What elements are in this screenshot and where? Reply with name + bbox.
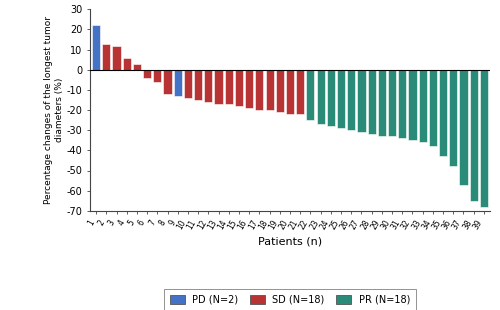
Bar xyxy=(429,70,437,146)
Bar xyxy=(92,25,100,70)
Bar xyxy=(418,70,426,142)
Bar xyxy=(296,70,304,114)
Bar xyxy=(378,70,386,136)
Bar xyxy=(204,70,212,102)
Bar xyxy=(164,70,172,94)
Bar xyxy=(326,70,335,126)
Bar xyxy=(184,70,192,98)
Bar xyxy=(449,70,458,166)
Bar xyxy=(245,70,254,108)
Bar xyxy=(276,70,284,112)
Bar xyxy=(194,70,202,100)
Bar xyxy=(306,70,314,120)
Bar xyxy=(266,70,274,110)
Bar xyxy=(388,70,396,136)
Y-axis label: Percentage changes of the longest tumor
diameters (%): Percentage changes of the longest tumor … xyxy=(44,16,64,204)
Bar xyxy=(480,70,488,207)
X-axis label: Patients (n): Patients (n) xyxy=(258,237,322,247)
Bar xyxy=(235,70,243,106)
Bar xyxy=(439,70,447,156)
Bar xyxy=(256,70,264,110)
Bar xyxy=(358,70,366,132)
Legend: PD (N=2), SD (N=18), PR (N=18): PD (N=2), SD (N=18), PR (N=18) xyxy=(164,289,416,310)
Bar xyxy=(102,44,110,70)
Bar xyxy=(112,46,120,70)
Bar xyxy=(408,70,416,140)
Bar xyxy=(398,70,406,138)
Bar xyxy=(368,70,376,134)
Bar xyxy=(122,58,131,70)
Bar xyxy=(316,70,324,124)
Bar xyxy=(347,70,356,130)
Bar xyxy=(143,70,151,78)
Bar xyxy=(133,64,141,70)
Bar xyxy=(460,70,468,184)
Bar xyxy=(286,70,294,114)
Bar xyxy=(470,70,478,201)
Bar xyxy=(174,70,182,96)
Bar xyxy=(214,70,222,104)
Bar xyxy=(224,70,233,104)
Bar xyxy=(154,70,162,82)
Bar xyxy=(337,70,345,128)
